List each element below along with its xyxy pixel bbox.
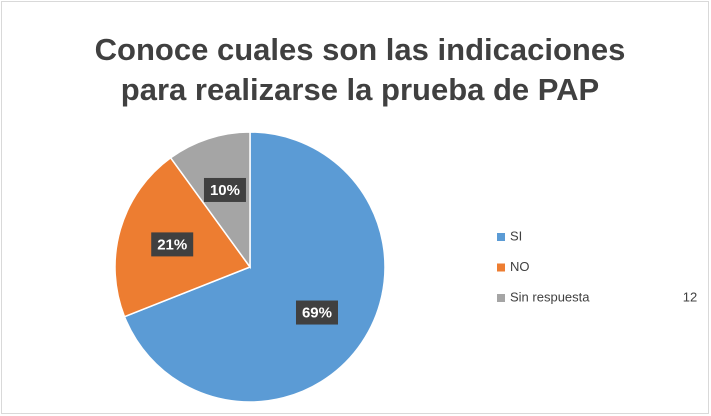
legend-label: SI: [510, 228, 522, 243]
legend-swatch: [497, 233, 505, 241]
legend-swatch: [497, 294, 505, 302]
data-label-box: [295, 300, 338, 325]
data-label: 69%: [302, 304, 332, 321]
legend-swatch: [497, 263, 505, 272]
annotation: 12: [683, 289, 697, 304]
data-label-box: [151, 232, 194, 257]
legend-label: NO: [510, 259, 530, 274]
legend-label: Sin respuesta: [510, 289, 590, 304]
data-label: 21%: [157, 236, 187, 253]
pie-slice: [123, 131, 386, 403]
data-label-box: [203, 177, 246, 202]
chart-title: Conoce cuales son las indicaciones para …: [94, 32, 626, 107]
data-label: 10%: [210, 182, 240, 199]
